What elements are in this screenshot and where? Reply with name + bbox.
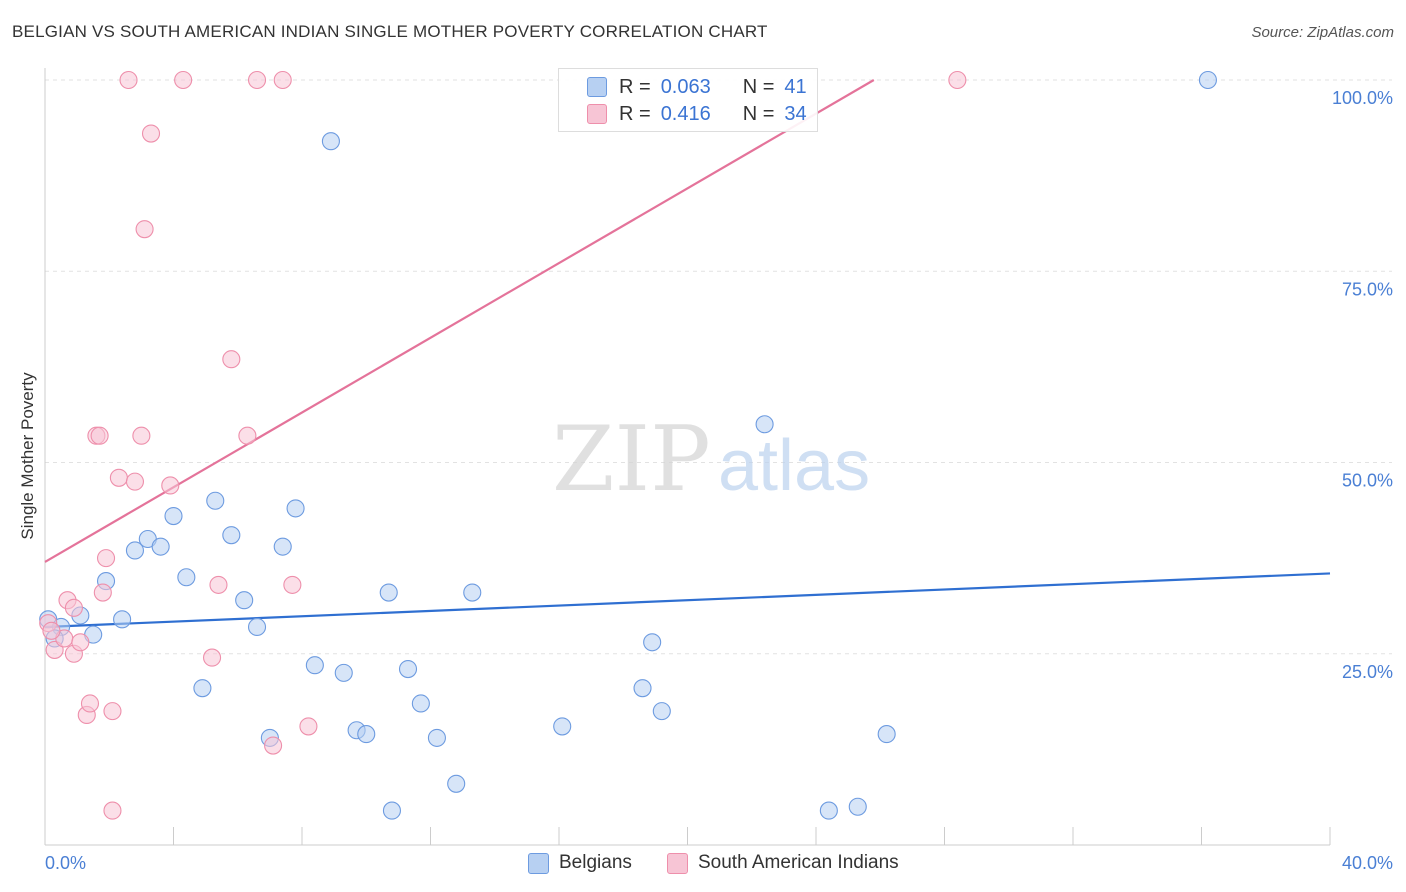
correlation-legend: R = 0.063 N = 41 R = 0.416 N = 34 (558, 68, 818, 132)
data-point-blue (643, 633, 662, 652)
data-point-pink (64, 598, 83, 617)
data-point-blue (286, 499, 305, 518)
tick-labels: 25.0% 50.0% 75.0% 100.0% 0.0% 40.0% (45, 88, 1393, 873)
legend-swatch-blue (587, 77, 607, 97)
data-point-blue (222, 526, 241, 545)
data-point-pink (174, 70, 193, 90)
watermark-zip: ZIP (552, 407, 711, 512)
data-point-blue (848, 797, 867, 816)
data-point-pink (247, 70, 267, 90)
axes (44, 68, 1331, 846)
data-point-blue (125, 541, 144, 560)
data-point-blue (235, 591, 254, 610)
legend-item-belgians[interactable]: Belgians (528, 852, 632, 874)
data-point-pink (238, 426, 257, 445)
data-point-pink (948, 70, 967, 90)
data-point-blue (305, 656, 324, 675)
data-point-pink (96, 549, 116, 568)
legend-label-south-american-indians: South American Indians (698, 852, 899, 873)
data-point-pink (135, 220, 154, 239)
trend-line-pink (44, 79, 875, 563)
legend-item-south-american-indians[interactable]: South American Indians (667, 852, 899, 874)
data-point-pink (125, 472, 144, 491)
data-point-pink (141, 124, 161, 143)
legend-n-label: N = (742, 75, 775, 98)
y-tick-label: 75.0% (1342, 279, 1393, 299)
data-point-blue (463, 583, 482, 602)
legend-n-value: 34 (784, 102, 807, 125)
data-point-blue (206, 491, 225, 510)
data-point-pink (222, 350, 241, 369)
y-tick-label: 25.0% (1342, 662, 1393, 682)
data-point-blue (652, 702, 671, 721)
watermark: ZIP atlas (552, 407, 870, 512)
data-point-pink (264, 736, 283, 755)
data-point-blue (193, 679, 212, 698)
x-tick-label: 0.0% (45, 853, 86, 873)
data-point-blue (357, 725, 376, 744)
data-point-blue (379, 583, 398, 602)
data-point-pink (299, 717, 318, 736)
data-points (39, 70, 1217, 820)
data-point-blue (411, 694, 430, 713)
legend-n-label: N = (742, 102, 775, 125)
data-point-pink (203, 648, 222, 667)
legend-r-value: 0.063 (660, 75, 711, 98)
data-point-blue (177, 568, 196, 587)
data-point-blue (151, 537, 170, 556)
data-point-pink (93, 583, 112, 602)
legend-r-value: 0.416 (660, 102, 711, 125)
data-point-pink (209, 575, 228, 594)
legend-row-belgians: R = 0.063 N = 41 (587, 74, 807, 100)
trend-line-blue (44, 572, 1331, 629)
data-point-blue (447, 774, 466, 793)
data-point-pink (103, 702, 122, 721)
grid-lines (45, 79, 1392, 655)
data-point-pink (161, 476, 180, 495)
series-legend: Belgians South American Indians (0, 852, 1406, 878)
legend-n-value: 41 (784, 75, 807, 98)
data-point-blue (877, 725, 896, 744)
data-point-blue (334, 663, 353, 682)
data-point-blue (273, 537, 292, 556)
data-point-blue (553, 717, 572, 736)
data-point-pink (103, 801, 122, 820)
data-point-blue (113, 610, 132, 629)
y-tick-label: 100.0% (1332, 88, 1393, 108)
data-point-pink (283, 575, 302, 594)
data-point-blue (427, 728, 446, 747)
data-point-blue (164, 506, 183, 526)
data-point-pink (80, 694, 100, 713)
data-point-pink (109, 468, 128, 487)
legend-swatch-pink (667, 852, 688, 874)
y-tick-label: 50.0% (1342, 471, 1393, 491)
trend-lines (44, 79, 1331, 629)
legend-swatch-blue (528, 852, 549, 874)
data-point-pink (273, 70, 292, 90)
legend-row-sai: R = 0.416 N = 34 (587, 101, 807, 127)
data-point-blue (1198, 70, 1217, 90)
data-point-blue (633, 679, 652, 698)
data-point-blue (755, 415, 774, 434)
x-tick-label: 40.0% (1342, 853, 1393, 873)
chart-title: BELGIAN VS SOUTH AMERICAN INDIAN SINGLE … (12, 22, 768, 41)
legend-swatch-pink (587, 104, 607, 124)
data-point-blue (321, 132, 340, 151)
legend-label-belgians: Belgians (559, 852, 632, 873)
data-point-blue (398, 659, 418, 679)
legend-r-label: R = (619, 102, 651, 125)
data-point-blue (382, 801, 402, 820)
data-point-pink (132, 426, 151, 445)
legend-r-label: R = (619, 75, 651, 98)
data-point-pink (119, 70, 138, 90)
data-point-pink (90, 426, 109, 445)
source-credit: Source: ZipAtlas.com (1251, 24, 1394, 41)
data-point-blue (247, 617, 267, 637)
watermark-atlas: atlas (718, 426, 870, 506)
data-point-pink (42, 621, 61, 640)
data-point-blue (819, 801, 838, 820)
data-point-pink (71, 633, 90, 652)
